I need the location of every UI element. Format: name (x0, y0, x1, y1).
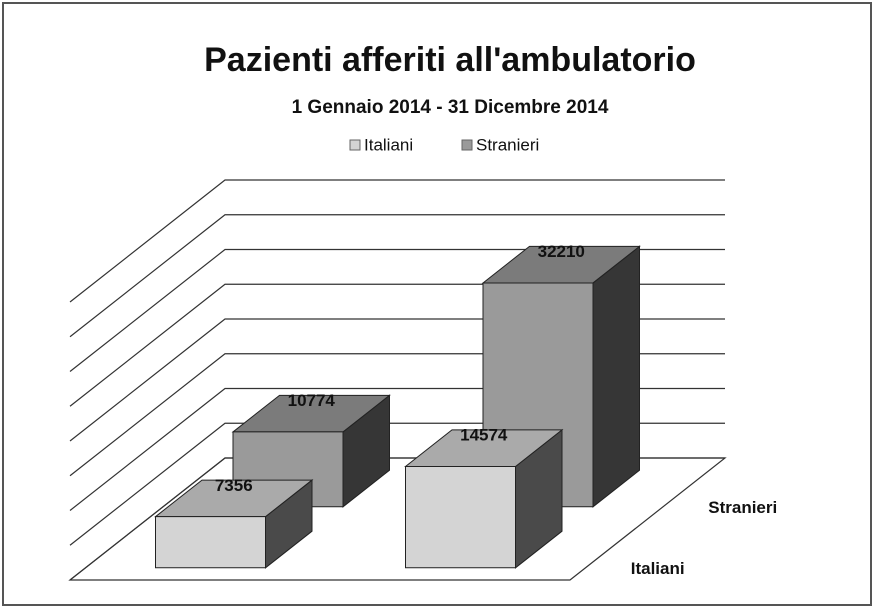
depth-label: Italiani (631, 559, 685, 578)
legend-swatch (461, 139, 473, 151)
legend-label: Italiani (364, 135, 413, 154)
bar-front (405, 466, 516, 569)
chart-title: Pazienti afferiti all'ambulatorio (204, 41, 696, 79)
data-label: 7356 (215, 476, 253, 495)
grid-line (69, 214, 725, 338)
data-label: 14574 (460, 426, 508, 445)
bar-front (155, 516, 266, 569)
data-label: 32210 (538, 242, 585, 261)
bar-side (592, 245, 640, 508)
grid-line (69, 179, 725, 303)
legend-label: Stranieri (476, 135, 539, 154)
data-label: 10774 (288, 391, 336, 410)
chart-subtitle: 1 Gennaio 2014 - 31 Dicembre 2014 (292, 97, 609, 118)
depth-label: Stranieri (708, 498, 777, 517)
legend-swatch (349, 139, 361, 151)
